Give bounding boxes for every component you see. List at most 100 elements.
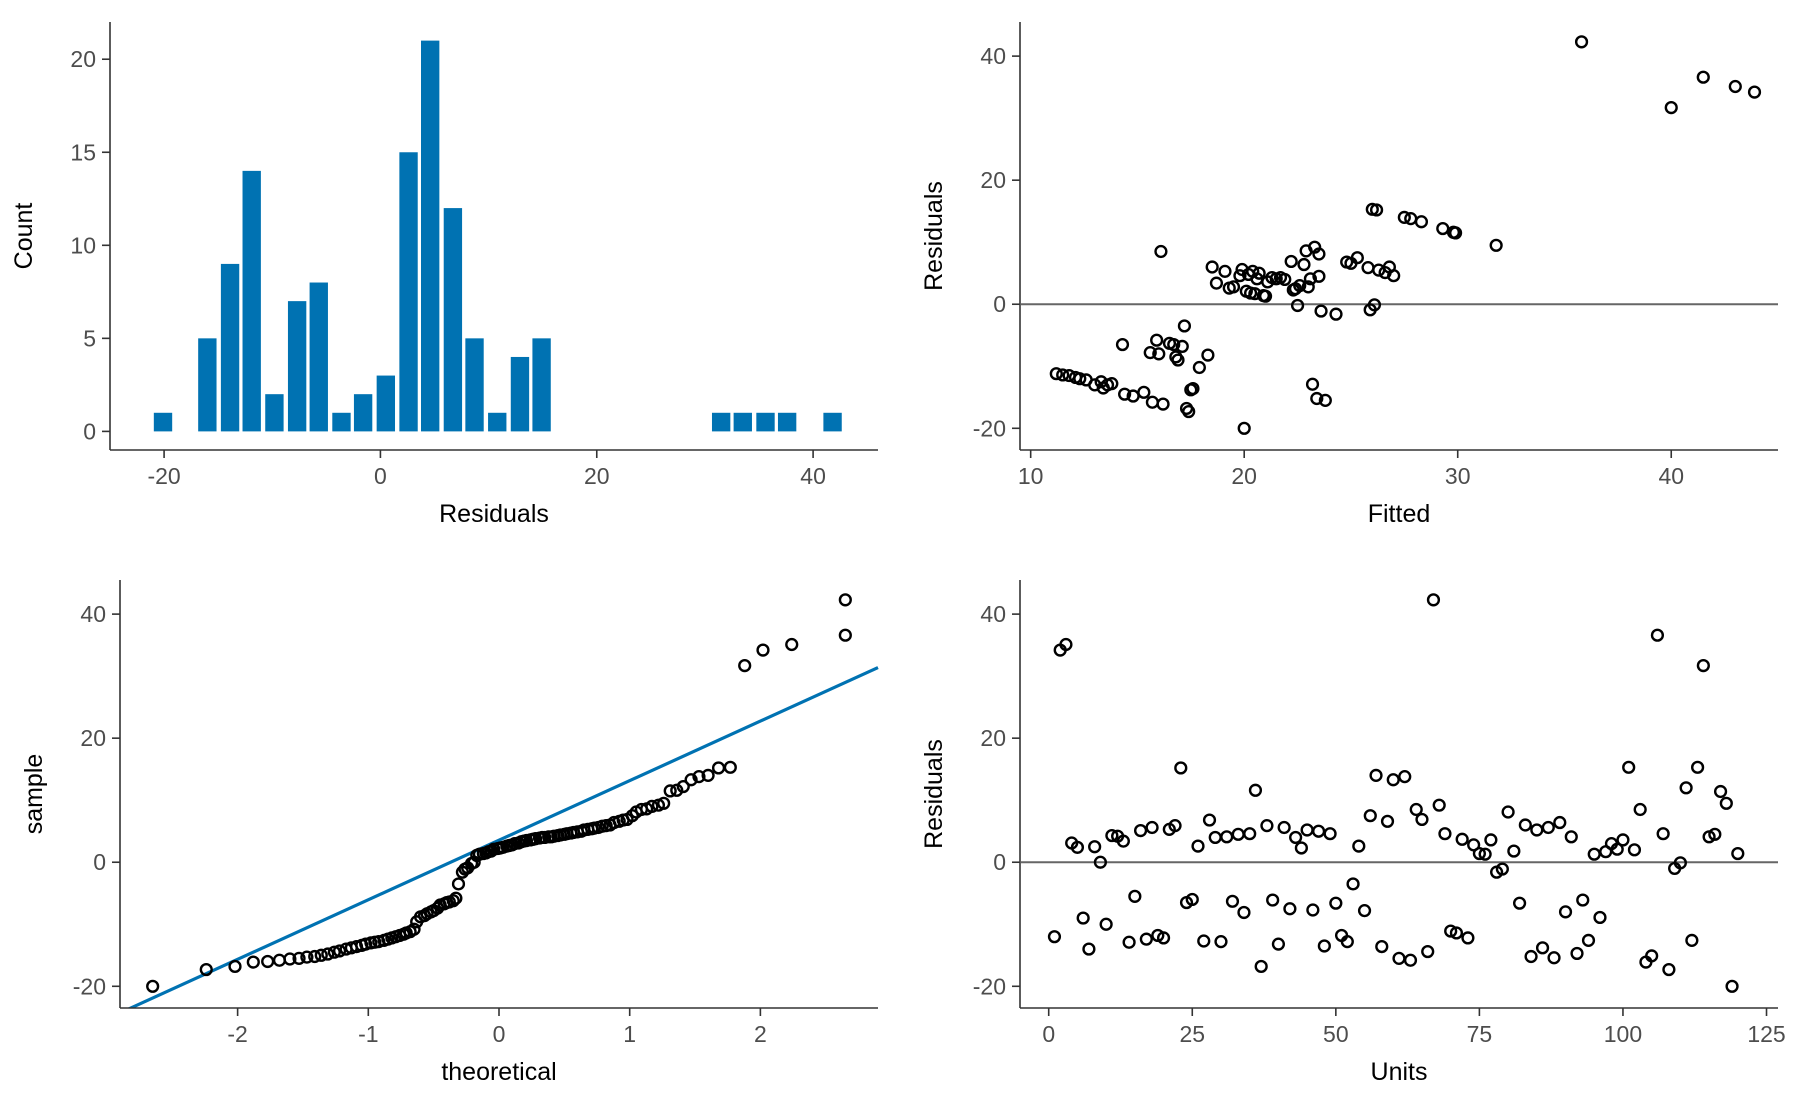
x-axis-title: Units [1371,1058,1428,1086]
y-tick-label: 0 [93,849,106,875]
x-tick-label: 20 [1231,463,1257,489]
data-point [1156,931,1171,945]
data-point [1329,307,1343,321]
y-tick-label: 0 [993,849,1006,875]
data-point [1696,658,1710,673]
data-point [314,948,328,962]
data-point [1581,933,1596,947]
qq-reference-line [126,666,879,1008]
data-point [146,979,160,993]
data-point [1731,846,1745,861]
data-point [1436,221,1450,236]
data-point [1421,944,1435,959]
data-point [1547,951,1561,965]
histogram-bar [420,40,440,432]
data-point [1174,761,1188,775]
data-point [1260,819,1274,833]
y-tick-label: -20 [973,973,1006,999]
data-point [1202,813,1217,827]
data-point [1252,266,1266,280]
histogram-bar [756,412,775,432]
data-point [1137,385,1151,399]
x-axis-title: Residuals [439,500,549,528]
data-point [1361,261,1375,275]
data-point [1278,272,1292,287]
data-point [1192,360,1206,375]
data-point [1258,289,1273,303]
data-point [1139,932,1153,946]
data-point [1392,951,1406,965]
data-point [1564,830,1578,844]
data-point [308,949,322,964]
y-tick-label: 5 [83,325,96,351]
y-tick-label: 20 [980,167,1006,193]
x-tick-label: 0 [374,463,387,489]
data-point [1168,819,1182,833]
data-point [1116,834,1130,848]
data-point [692,770,706,784]
data-point [228,959,242,974]
data-point [1271,937,1286,951]
data-point [1574,35,1589,49]
data-point [1088,840,1102,854]
histogram-bar [488,412,507,432]
data-point [1409,802,1423,817]
data-point [1226,280,1241,294]
data-point [1656,827,1670,841]
data-point [1303,272,1317,286]
data-point [1633,802,1647,817]
data-point [1248,783,1263,797]
data-point [446,894,460,908]
data-point [723,760,737,774]
data-point [1105,828,1119,843]
data-point [785,637,799,652]
histogram-bar [399,152,418,432]
data-point [1449,926,1464,940]
y-axis-title: sample [20,754,48,835]
histogram-bar [242,170,261,432]
data-point [1312,824,1326,838]
data-point [1122,935,1136,949]
y-tick-label: 15 [70,139,96,165]
data-point [1156,397,1170,411]
data-point [1593,910,1607,925]
data-point [1318,393,1332,407]
histogram-bar [353,394,373,432]
data-point [321,947,335,961]
histogram-bar [823,412,842,432]
data-point [1627,843,1642,857]
data-point [451,877,466,891]
data-point [1386,773,1400,787]
data-point [1152,347,1166,361]
x-tick-label: 100 [1604,1021,1642,1047]
data-point [1352,839,1366,853]
data-point [1233,269,1247,283]
data-point [1059,637,1073,652]
histogram-bar [153,412,173,432]
data-point [1128,889,1142,903]
data-point [1205,260,1219,274]
data-point [1363,809,1377,823]
data-point [1535,941,1550,955]
data-point [1708,827,1722,841]
data-point [1664,100,1678,115]
y-tick-label: 10 [70,232,96,258]
data-point [1747,85,1762,99]
data-point [1495,862,1509,876]
x-axis-title: Fitted [1368,500,1431,528]
data-point [272,953,287,967]
y-tick-label: 20 [80,725,106,751]
histogram-bar [443,208,463,432]
data-point [1143,346,1157,360]
data-point [1367,298,1382,312]
data-point [1201,348,1215,362]
data-point [1350,251,1364,265]
data-point [1346,877,1360,891]
data-point [1150,333,1164,347]
data-point [1455,832,1469,846]
data-point [838,628,852,642]
data-point [261,954,275,969]
data-point [1507,844,1521,858]
data-point [1171,353,1185,367]
